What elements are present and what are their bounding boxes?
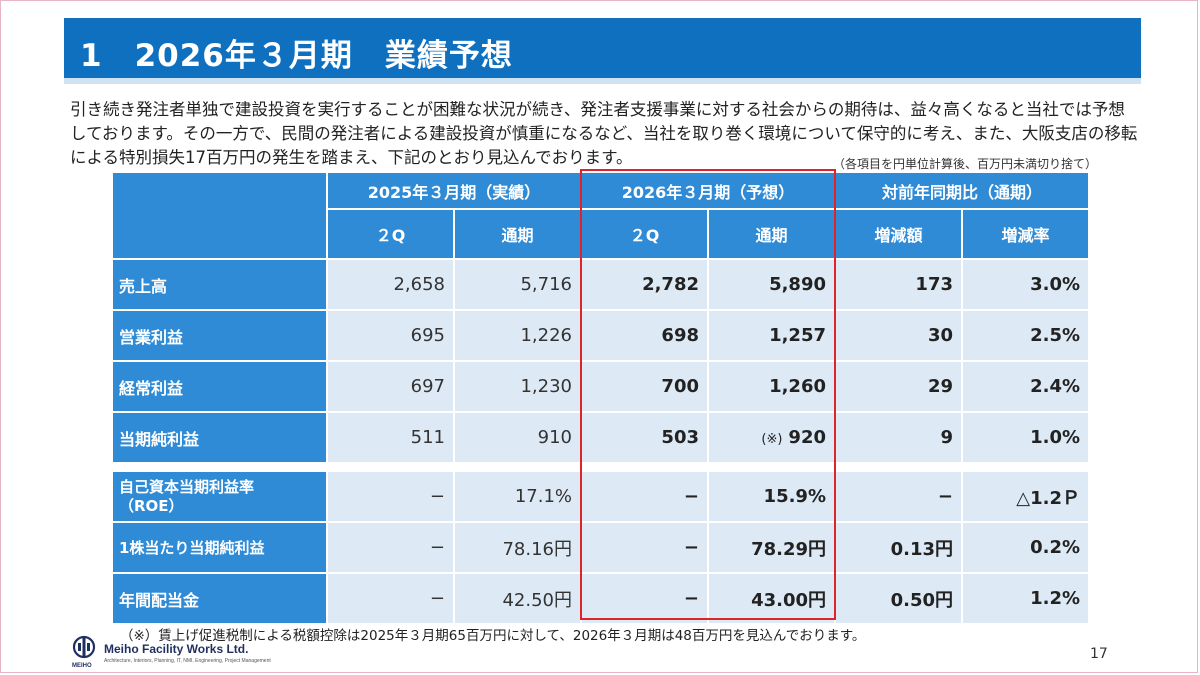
table-row-eps: 1株当たり当期純利益 − 78.16円 − 78.29円 0.13円 0.2% <box>113 523 1088 572</box>
cell-value: 1,230 <box>455 362 580 411</box>
logo-mark-text: MEIHO <box>72 663 92 669</box>
company-tagline: Architecture, Interiors, Planning, IT, N… <box>104 658 271 664</box>
intro-paragraph: 引き続き発注者単独で建設投資を実行することが困難な状況が続き、発注者支援事業に対… <box>70 100 1138 167</box>
cell-value: 173 <box>836 260 961 309</box>
note-mark: (※) <box>761 432 783 447</box>
header-yoy: 対前年同期比（通期） <box>836 173 1088 208</box>
slide-title: 1 2026年３月期 業績予想 <box>80 38 513 74</box>
subheader-change-amount: 増減額 <box>836 210 961 258</box>
cell-value: 697 <box>328 362 453 411</box>
cell-value: 29 <box>836 362 961 411</box>
footnote: （※）賃上げ促進税制による税額控除は2025年３月期65百万円に対して、2026… <box>120 628 866 644</box>
cell-value: 42.50円 <box>455 574 580 623</box>
page-number: 17 <box>1090 646 1108 662</box>
subheader-2026-full: 通期 <box>709 210 834 258</box>
unit-note: （各項目を円単位計算後、百万円未満切り捨て） <box>833 157 1098 171</box>
cell-value: − <box>328 523 453 572</box>
cell-value: 5,890 <box>709 260 834 309</box>
cell-value: 1,257 <box>709 311 834 360</box>
cell-value: 700 <box>582 362 707 411</box>
cell-value: 43.00円 <box>709 574 834 623</box>
company-name: Meiho Facility Works Ltd. <box>104 642 249 656</box>
cell-value: 1,226 <box>455 311 580 360</box>
cell-value: − <box>328 574 453 623</box>
cell-value: 0.50円 <box>836 574 961 623</box>
cell-value: 1.0% <box>963 413 1088 462</box>
table-corner <box>113 173 326 258</box>
subheader-2025-full: 通期 <box>455 210 580 258</box>
row-label: 年間配当金 <box>113 574 326 623</box>
cell-value: 15.9% <box>709 472 834 521</box>
cell-value: 2,658 <box>328 260 453 309</box>
table-row-sales: 売上高 2,658 5,716 2,782 5,890 173 3.0% <box>113 260 1088 309</box>
cell-value: 3.0% <box>963 260 1088 309</box>
row-label: 自己資本当期利益率 （ROE） <box>113 472 326 521</box>
row-label: 経常利益 <box>113 362 326 411</box>
table-gap <box>113 464 1088 470</box>
cell-value: 1,260 <box>709 362 834 411</box>
cell-value: 2,782 <box>582 260 707 309</box>
cell-value: − <box>836 472 961 521</box>
row-label: 営業利益 <box>113 311 326 360</box>
table-sub-header-row: ２Q 通期 ２Q 通期 増減額 増減率 <box>113 210 1088 258</box>
row-label-line1: 自己資本当期利益率 <box>119 477 255 496</box>
header-fy2025-actual: 2025年３月期（実績） <box>328 173 580 208</box>
cell-value: 511 <box>328 413 453 462</box>
company-logo: MEIHO Meiho Facility Works Ltd. Architec… <box>66 635 271 671</box>
cell-value: 78.29円 <box>709 523 834 572</box>
cell-value: 503 <box>582 413 707 462</box>
forecast-table: 2025年３月期（実績） 2026年３月期（予想） 対前年同期比（通期） ２Q … <box>111 171 1090 625</box>
cell-value: △1.2Ｐ <box>963 472 1088 521</box>
table-row-operating-profit: 営業利益 695 1,226 698 1,257 30 2.5% <box>113 311 1088 360</box>
row-label-line2: （ROE） <box>119 496 184 515</box>
header-fy2026-forecast: 2026年３月期（予想） <box>582 173 834 208</box>
cell-value: − <box>582 472 707 521</box>
meiho-logo-icon <box>72 635 96 659</box>
table-row-net-income: 当期純利益 511 910 503 (※) 920 9 1.0% <box>113 413 1088 462</box>
cell-value: 5,716 <box>455 260 580 309</box>
table-row-dividend: 年間配当金 − 42.50円 − 43.00円 0.50円 1.2% <box>113 574 1088 623</box>
subheader-2025-2q: ２Q <box>328 210 453 258</box>
row-label: 1株当たり当期純利益 <box>113 523 326 572</box>
cell-value: 2.4% <box>963 362 1088 411</box>
table-row-roe: 自己資本当期利益率 （ROE） − 17.1% − 15.9% − △1.2Ｐ <box>113 472 1088 521</box>
cell-value: 2.5% <box>963 311 1088 360</box>
cell-value: − <box>582 523 707 572</box>
cell-value: 9 <box>836 413 961 462</box>
subheader-change-rate: 増減率 <box>963 210 1088 258</box>
subheader-2026-2q: ２Q <box>582 210 707 258</box>
cell-value: − <box>328 472 453 521</box>
cell-value: 1.2% <box>963 574 1088 623</box>
cell-value: 920 <box>788 427 826 448</box>
cell-value: 910 <box>455 413 580 462</box>
cell-value: 695 <box>328 311 453 360</box>
title-bar: 1 2026年３月期 業績予想 <box>64 18 1141 84</box>
cell-value: 0.2% <box>963 523 1088 572</box>
cell-value: 0.13円 <box>836 523 961 572</box>
cell-value: 17.1% <box>455 472 580 521</box>
cell-value: − <box>582 574 707 623</box>
row-label: 売上高 <box>113 260 326 309</box>
table-group-header-row: 2025年３月期（実績） 2026年３月期（予想） 対前年同期比（通期） <box>113 173 1088 258</box>
cell-value: 30 <box>836 311 961 360</box>
cell-value-with-note: (※) 920 <box>709 413 834 462</box>
row-label: 当期純利益 <box>113 413 326 462</box>
table-row-ordinary-profit: 経常利益 697 1,230 700 1,260 29 2.4% <box>113 362 1088 411</box>
cell-value: 78.16円 <box>455 523 580 572</box>
cell-value: 698 <box>582 311 707 360</box>
